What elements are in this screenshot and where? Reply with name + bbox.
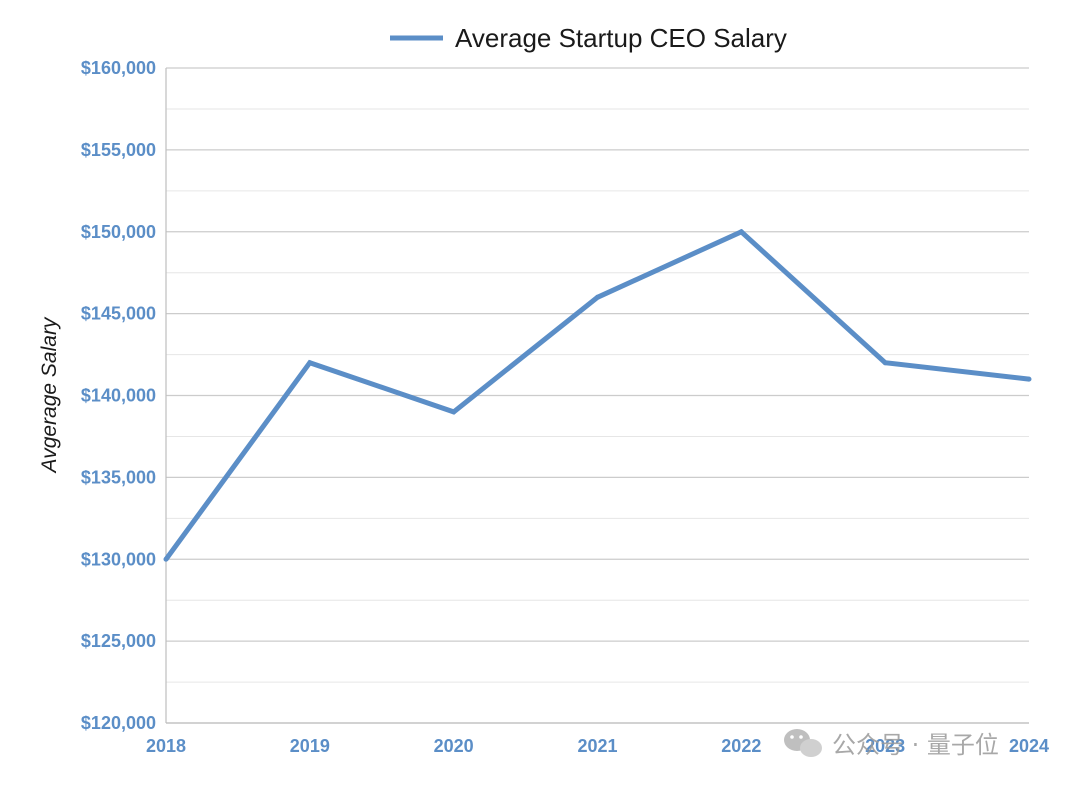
y-tick-label: $145,000 (81, 304, 156, 324)
legend: Average Startup CEO Salary (390, 23, 787, 53)
y-tick-label: $155,000 (81, 140, 156, 160)
y-axis-title: Avgerage Salary (38, 316, 61, 474)
y-tick-labels: $120,000 $125,000 $130,000 $135,000 $140,000… (81, 58, 156, 733)
series-layer (163, 228, 1032, 562)
data-point (595, 294, 600, 300)
y-tick-label: $150,000 (81, 222, 156, 242)
y-tick-label: $140,000 (81, 386, 156, 406)
wechat-icon (784, 729, 822, 757)
x-tick-label: 2024 (1009, 736, 1049, 756)
x-tick-label: 2022 (721, 736, 761, 756)
x-tick-label: 2023 (865, 736, 905, 756)
watermark: 公众号 · 量子位 (784, 729, 999, 759)
y-tick-label: $130,000 (81, 549, 156, 569)
data-point (163, 556, 169, 562)
y-tick-label: $160,000 (81, 58, 156, 78)
data-point (882, 360, 888, 366)
y-tick-label: $120,000 (81, 713, 156, 733)
data-point (307, 360, 313, 366)
x-tick-label: 2020 (434, 736, 474, 756)
gridlines (166, 67, 1029, 724)
y-tick-label: $125,000 (81, 631, 156, 651)
x-tick-labels: 2018 2019 2020 2021 2022 2023 2024 (146, 736, 1049, 756)
data-point (1026, 376, 1032, 382)
x-tick-label: 2018 (146, 736, 186, 756)
data-point (738, 229, 744, 235)
x-tick-label: 2021 (577, 736, 617, 756)
watermark-text: 公众号 · 量子位 (832, 731, 999, 759)
y-tick-label: $135,000 (81, 467, 156, 487)
legend-label: Average Startup CEO Salary (455, 23, 787, 53)
axes (165, 68, 1029, 724)
x-tick-label: 2019 (290, 736, 330, 756)
data-point (451, 409, 457, 415)
